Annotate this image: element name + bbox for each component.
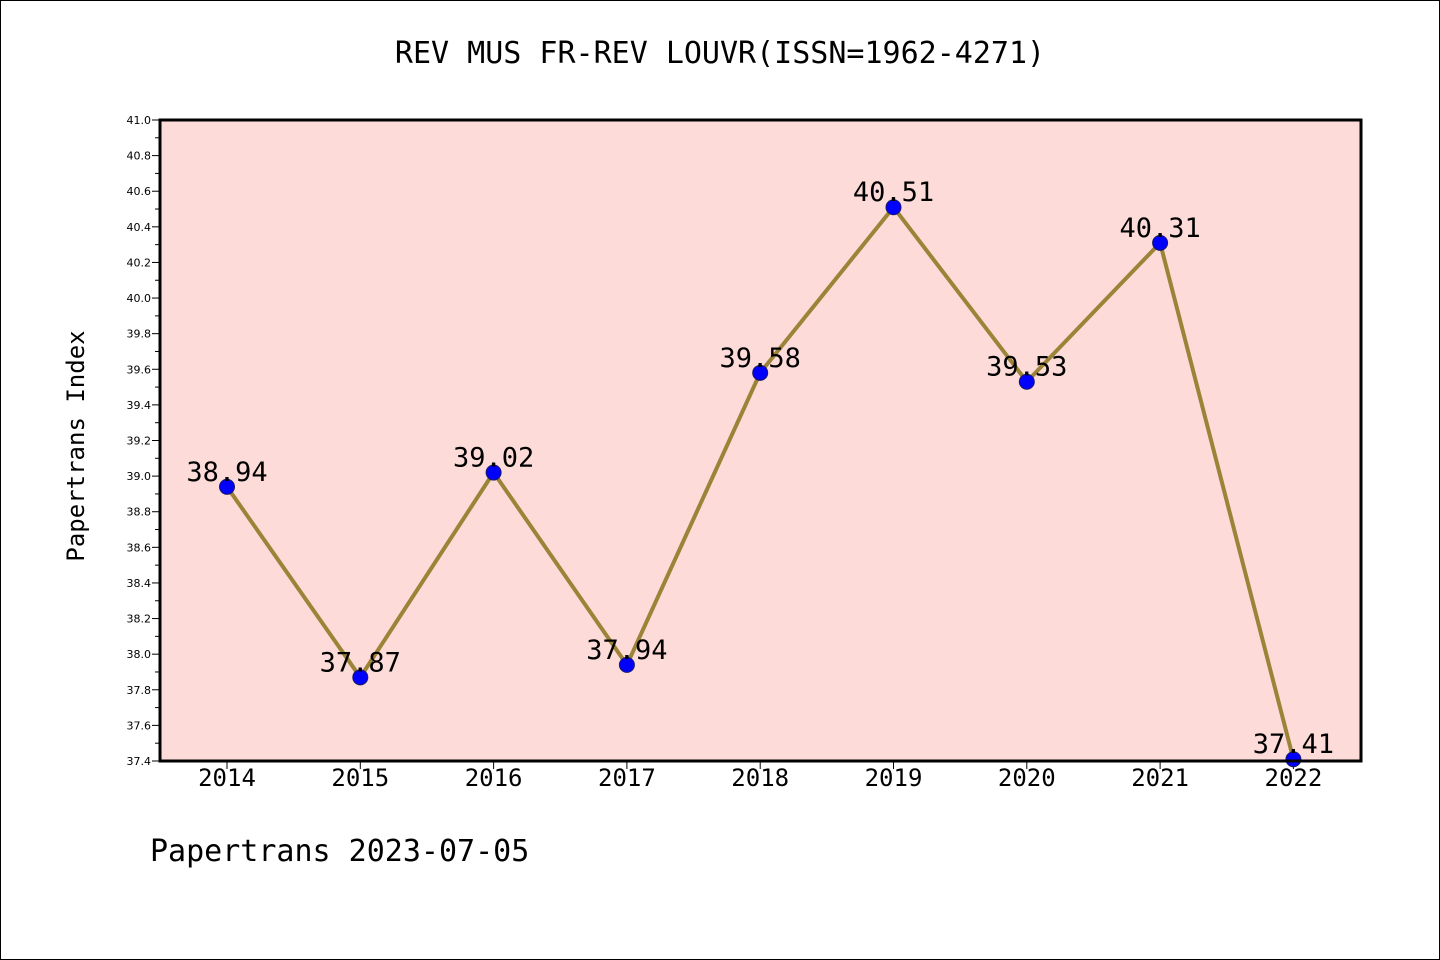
data-point-2015 — [352, 669, 369, 686]
data-point-2018 — [752, 364, 769, 381]
y-tick-label-38.2: 38.2 — [127, 613, 152, 626]
y-tick-label-37.8: 37.8 — [127, 684, 152, 697]
y-tick-label-40.6: 40.6 — [127, 185, 152, 198]
y-tick-label-40.2: 40.2 — [127, 256, 152, 269]
data-label-2022: 37.41 — [1253, 729, 1334, 760]
data-label-2020: 39.53 — [986, 352, 1067, 383]
x-tick-label-2021: 2021 — [1131, 764, 1189, 792]
y-tick-label-41.0: 41.0 — [127, 114, 152, 127]
x-tick-label-2020: 2020 — [998, 764, 1056, 792]
data-label-2021: 40.31 — [1119, 213, 1200, 244]
y-tick-label-37.6: 37.6 — [127, 719, 152, 732]
x-axis: 2014 2015 2016 2017 2018 2019 2020 2021 2022 — [198, 761, 1322, 792]
data-label-2015: 37.87 — [320, 647, 401, 678]
y-axis: 37.4 37.6 37.8 38.0 38.2 38.4 38.6 38.8 39.0 39.2… — [127, 114, 160, 768]
x-tick-label-2022: 2022 — [1265, 764, 1323, 792]
x-tick-label-2016: 2016 — [465, 764, 523, 792]
y-tick-label-38.8: 38.8 — [127, 506, 152, 519]
data-point-2020 — [1018, 373, 1035, 390]
data-point-2021 — [1152, 234, 1169, 251]
y-tick-label-39.0: 39.0 — [127, 470, 152, 483]
y-tick-label-38.6: 38.6 — [127, 541, 152, 554]
data-markers — [219, 199, 1302, 768]
plot-area — [160, 120, 1361, 761]
chart-title: REV MUS FR-REV LOUVR(ISSN=1962-4271) — [394, 36, 1046, 71]
data-label-2014: 38.94 — [186, 457, 267, 488]
data-point-2022 — [1285, 751, 1302, 768]
data-label-2018: 39.58 — [720, 343, 801, 374]
data-labels: 38.94 37.87 39.02 37.94 39.58 40.51 39.53 40.31… — [186, 177, 1334, 760]
data-point-2019 — [885, 199, 902, 216]
data-label-2019: 40.51 — [853, 177, 934, 208]
y-tick-label-39.4: 39.4 — [127, 399, 152, 412]
x-tick-label-2015: 2015 — [331, 764, 389, 792]
y-tick-label-40.4: 40.4 — [127, 221, 152, 234]
y-tick-label-38.4: 38.4 — [127, 577, 152, 590]
data-label-2017: 37.94 — [586, 635, 667, 666]
x-tick-label-2018: 2018 — [731, 764, 789, 792]
y-tick-label-39.8: 39.8 — [127, 328, 152, 341]
x-tick-label-2017: 2017 — [598, 764, 656, 792]
data-point-2014 — [219, 478, 235, 495]
y-tick-label-39.2: 39.2 — [127, 435, 152, 448]
footer-date: Papertrans 2023-07-05 — [150, 834, 530, 869]
x-tick-label-2014: 2014 — [198, 764, 256, 792]
data-point-2016 — [485, 464, 502, 481]
y-tick-label-39.6: 39.6 — [127, 363, 152, 376]
y-tick-label-38.0: 38.0 — [127, 648, 152, 661]
x-tick-label-2019: 2019 — [865, 764, 923, 792]
data-label-2016: 39.02 — [453, 443, 534, 474]
y-tick-label-40.8: 40.8 — [127, 150, 152, 163]
plot-border — [158, 118, 1363, 763]
y-tick-label-37.4: 37.4 — [127, 755, 152, 768]
data-point-2017 — [618, 656, 635, 673]
y-tick-label-40.0: 40.0 — [127, 292, 152, 305]
